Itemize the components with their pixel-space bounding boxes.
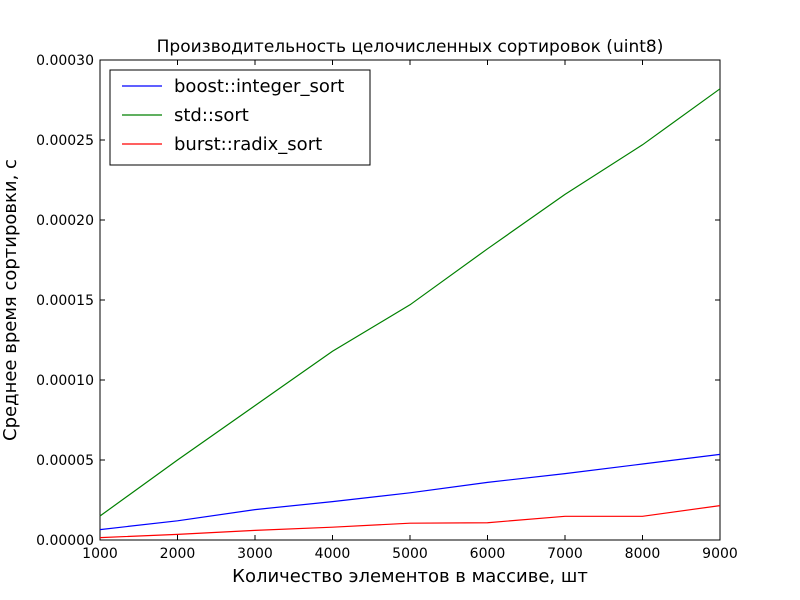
x-tick-label: 6000 (470, 546, 506, 562)
y-tick-label: 0.00010 (36, 373, 94, 389)
y-tick-label: 0.00000 (36, 533, 94, 549)
y-tick-label: 0.00015 (36, 293, 94, 309)
x-tick-label: 5000 (392, 546, 428, 562)
x-tick-label: 7000 (547, 546, 583, 562)
x-tick-label: 8000 (625, 546, 661, 562)
legend-label-2: burst::radix_sort (174, 134, 322, 155)
x-tick-label: 9000 (702, 546, 738, 562)
plot-area: 1000 2000 3000 4000 5000 6000 7000 8000 9000 0.00… (36, 53, 738, 562)
y-tick-label: 0.00005 (36, 453, 94, 469)
series-line-2 (99, 505, 721, 539)
legend-label-0: boost::integer_sort (174, 76, 344, 97)
y-tick-label: 0.00030 (36, 53, 94, 69)
x-tick-label: 2000 (160, 546, 196, 562)
x-tick-label: 3000 (237, 546, 273, 562)
series-line-0 (99, 453, 721, 531)
series-line-1 (99, 88, 721, 517)
x-tick-label: 4000 (315, 546, 351, 562)
x-tick-label: 1000 (82, 546, 118, 562)
legend-label-1: std::sort (174, 105, 249, 126)
chart-title: Производительность целочисленных сортиро… (157, 37, 664, 57)
x-axis-title: Количество элементов в массиве, шт (232, 566, 588, 587)
y-axis-title: Среднее время сортировки, с (0, 159, 21, 441)
y-tick-label: 0.00020 (36, 213, 94, 229)
legend: boost::integer_sortstd::sortburst::radix… (109, 69, 371, 166)
y-tick-label: 0.00025 (36, 133, 94, 149)
